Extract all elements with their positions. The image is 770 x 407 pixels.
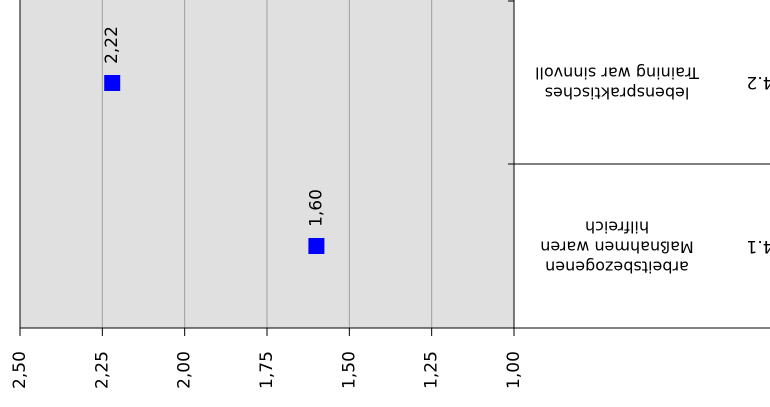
category-id-0: 4.1	[746, 236, 770, 256]
x-tick-label-6: 2,50	[10, 351, 30, 389]
category-label-line: Maßnahmen waren	[540, 238, 694, 257]
x-tick-label-0: 1,00	[504, 351, 524, 389]
gridlines	[101, 0, 433, 328]
category-label-line: hilfreich	[585, 218, 649, 237]
category-label-line: arbeitsbezogenen	[545, 258, 689, 277]
data-point-0	[308, 238, 325, 254]
x-axis-tick-labels: 1,00 1,25 1,50 1,75 2,00 2,25 2,50	[10, 328, 524, 389]
data-labels: 1,60 2,22	[102, 26, 326, 227]
category-label-line: Training war sinnvoll	[535, 64, 700, 83]
x-tick-label-1: 1,25	[422, 351, 442, 389]
category-id-1: 4.2	[746, 72, 770, 92]
x-tick-label-2: 1,50	[339, 351, 359, 389]
category-label-line: lebenspraktisches	[545, 84, 690, 103]
x-tick-label-3: 1,75	[257, 351, 277, 389]
data-points	[104, 75, 325, 254]
x-tick-label-4: 2,00	[175, 351, 195, 389]
x-tick-label-5: 2,25	[92, 351, 112, 389]
plot-borders	[19, 0, 770, 336]
data-label-0: 1,60	[306, 189, 326, 227]
data-label-1: 2,22	[102, 26, 122, 64]
data-point-1	[104, 75, 121, 91]
